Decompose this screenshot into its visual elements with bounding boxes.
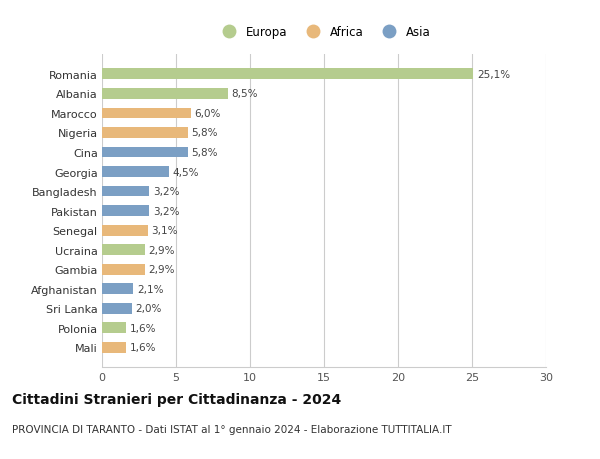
Text: 6,0%: 6,0%	[194, 109, 221, 118]
Text: PROVINCIA DI TARANTO - Dati ISTAT al 1° gennaio 2024 - Elaborazione TUTTITALIA.I: PROVINCIA DI TARANTO - Dati ISTAT al 1° …	[12, 425, 452, 435]
Text: 4,5%: 4,5%	[172, 167, 199, 177]
Text: 5,8%: 5,8%	[191, 148, 218, 157]
Text: 25,1%: 25,1%	[477, 70, 511, 79]
Text: 3,2%: 3,2%	[153, 206, 179, 216]
Bar	[102, 245, 145, 256]
Bar	[102, 264, 145, 275]
Bar	[102, 147, 188, 158]
Bar	[102, 284, 133, 295]
Bar	[102, 128, 188, 139]
Text: 1,6%: 1,6%	[130, 343, 156, 353]
Text: 8,5%: 8,5%	[232, 89, 258, 99]
Text: 5,8%: 5,8%	[191, 128, 218, 138]
Bar	[102, 225, 148, 236]
Text: 2,9%: 2,9%	[149, 265, 175, 274]
Bar	[102, 303, 131, 314]
Legend: Europa, Africa, Asia: Europa, Africa, Asia	[215, 23, 433, 41]
Bar	[102, 167, 169, 178]
Text: 1,6%: 1,6%	[130, 323, 156, 333]
Text: 2,0%: 2,0%	[136, 304, 161, 313]
Text: 2,1%: 2,1%	[137, 284, 163, 294]
Bar	[102, 186, 149, 197]
Bar	[102, 89, 228, 100]
Bar	[102, 69, 473, 80]
Bar	[102, 323, 125, 334]
Text: 3,2%: 3,2%	[153, 187, 179, 196]
Bar	[102, 108, 191, 119]
Bar	[102, 206, 149, 217]
Text: 3,1%: 3,1%	[152, 226, 178, 235]
Text: Cittadini Stranieri per Cittadinanza - 2024: Cittadini Stranieri per Cittadinanza - 2…	[12, 392, 341, 406]
Bar	[102, 342, 125, 353]
Text: 2,9%: 2,9%	[149, 245, 175, 255]
